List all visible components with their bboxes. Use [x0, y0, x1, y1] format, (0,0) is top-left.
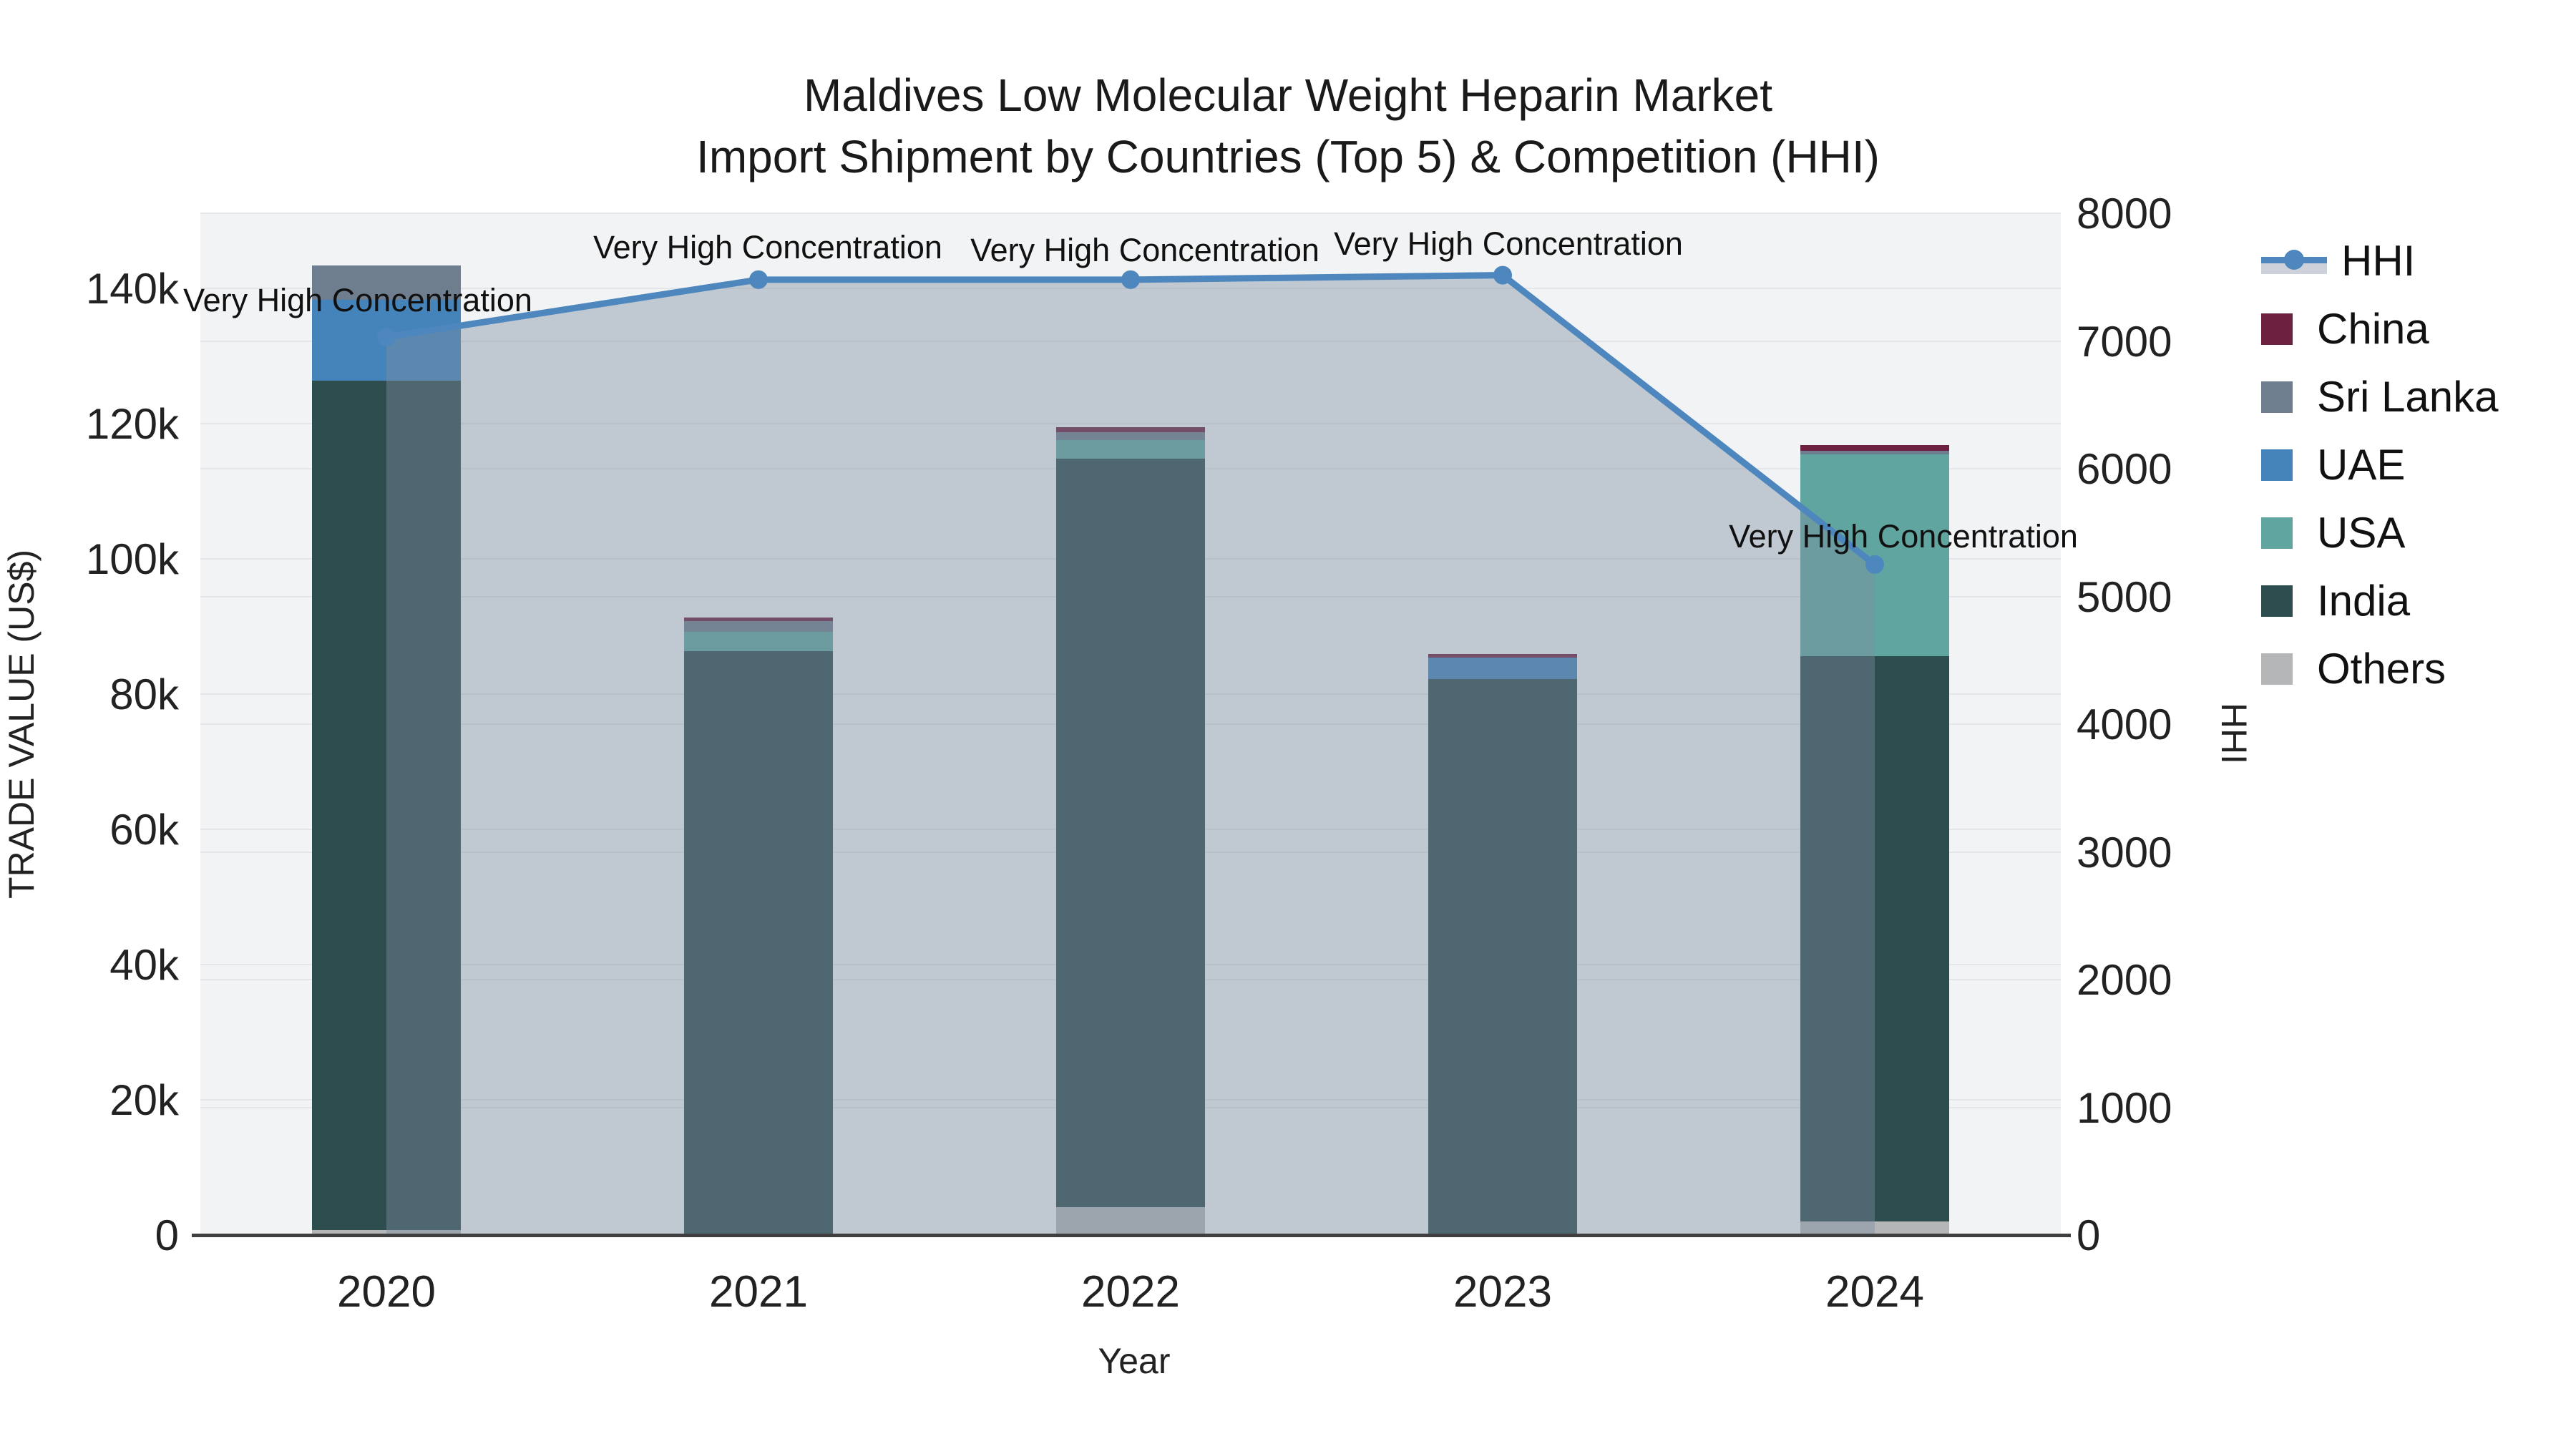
- gridline-trade-120000: [200, 423, 2061, 424]
- legend-label-sri-lanka: Sri Lanka: [2317, 373, 2499, 421]
- bar-segment-india-2021[interactable]: [684, 651, 833, 1235]
- bar-segment-india-2024[interactable]: [1800, 656, 1949, 1222]
- y-right-tick-6000: 6000: [2077, 445, 2172, 493]
- hhi-point-2023[interactable]: [1493, 265, 1512, 285]
- legend-label-china: China: [2317, 305, 2429, 353]
- bar-segment-usa-2021[interactable]: [684, 632, 833, 652]
- y-right-tick-4000: 4000: [2077, 701, 2172, 748]
- bar-segment-india-2023[interactable]: [1428, 679, 1577, 1235]
- bar-segment-india-2020[interactable]: [312, 381, 461, 1231]
- bar-segment-sri-lanka-2021[interactable]: [684, 620, 833, 633]
- legend-swatch-usa: [2261, 517, 2293, 549]
- legend-label-others: Others: [2317, 645, 2446, 693]
- legend-swatch-sri-lanka: [2261, 381, 2293, 413]
- x-axis-line: [192, 1234, 2071, 1237]
- bar-segment-sri-lanka-2020[interactable]: [312, 265, 461, 301]
- hhi-point-2024[interactable]: [1865, 555, 1884, 574]
- y-right-tick-0: 0: [2077, 1211, 2101, 1259]
- bar-segment-china-2022[interactable]: [1056, 427, 1205, 433]
- annotation-2022: Very High Concentration: [970, 232, 1319, 268]
- y-left-tick-40k: 40k: [109, 941, 179, 989]
- x-tick-2021: 2021: [709, 1267, 808, 1317]
- bar-segment-others-2022[interactable]: [1056, 1207, 1205, 1235]
- legend-item-india[interactable]: India: [2261, 576, 2410, 625]
- y-left-tick-20k: 20k: [109, 1076, 179, 1124]
- bar-segment-china-2024[interactable]: [1800, 444, 1949, 452]
- x-axis-title: Year: [1098, 1341, 1171, 1381]
- bar-segment-uae-2023[interactable]: [1428, 658, 1577, 680]
- legend-item-china[interactable]: China: [2261, 304, 2429, 353]
- legend-swatch-others: [2261, 653, 2293, 685]
- legend-label-hhi: HHI: [2341, 237, 2416, 285]
- legend-swatch-india: [2261, 585, 2293, 617]
- legend-label-usa: USA: [2317, 509, 2406, 557]
- x-tick-2022: 2022: [1081, 1267, 1180, 1317]
- legend-label-india: India: [2317, 577, 2411, 625]
- x-tick-2020: 2020: [337, 1267, 436, 1317]
- y-right-tick-1000: 1000: [2077, 1083, 2172, 1132]
- legend-item-sri-lanka[interactable]: Sri Lanka: [2261, 372, 2498, 421]
- y-right-tick-2000: 2000: [2077, 956, 2172, 1004]
- legend-item-uae[interactable]: UAE: [2261, 440, 2405, 489]
- bar-segment-sri-lanka-2024[interactable]: [1800, 451, 1949, 455]
- hhi-point-2022[interactable]: [1121, 270, 1140, 289]
- y-right-tick-3000: 3000: [2077, 828, 2172, 877]
- y-right-axis-title: HHI: [2214, 702, 2254, 765]
- legend-swatch-uae: [2261, 449, 2293, 481]
- y-right-tick-8000: 8000: [2077, 190, 2172, 238]
- chart-title-line2: Import Shipment by Countries (Top 5) & C…: [696, 131, 1880, 182]
- bar-segment-china-2023[interactable]: [1428, 654, 1577, 658]
- gridline-hhi-8000: [200, 213, 2061, 214]
- bar-segment-china-2021[interactable]: [684, 618, 833, 621]
- bar-segment-india-2022[interactable]: [1056, 459, 1205, 1208]
- legend-label-uae: UAE: [2317, 441, 2406, 489]
- y-left-tick-80k: 80k: [109, 670, 179, 718]
- y-left-tick-140k: 140k: [85, 265, 179, 313]
- bar-segment-others-2020[interactable]: [312, 1230, 461, 1235]
- hhi-point-2020[interactable]: [377, 328, 396, 347]
- annotation-2020: Very High Concentration: [183, 282, 532, 318]
- bar-segment-usa-2022[interactable]: [1056, 440, 1205, 459]
- legend-item-hhi[interactable]: HHI: [2261, 236, 2415, 286]
- y-left-tick-100k: 100k: [85, 535, 179, 583]
- hhi-point-2021[interactable]: [749, 270, 768, 289]
- y-right-tick-7000: 7000: [2077, 317, 2172, 366]
- y-left-tick-120k: 120k: [85, 400, 179, 448]
- x-tick-2024: 2024: [1825, 1267, 1924, 1317]
- legend-swatch-china: [2261, 313, 2293, 345]
- legend-item-others[interactable]: Others: [2261, 644, 2446, 693]
- bar-segment-others-2024[interactable]: [1800, 1221, 1949, 1235]
- y-left-tick-60k: 60k: [109, 806, 179, 854]
- legend-item-usa[interactable]: USA: [2261, 508, 2405, 557]
- chart-title-line1: Maldives Low Molecular Weight Heparin Ma…: [803, 69, 1773, 121]
- hhi-line-layer: [377, 265, 1884, 1235]
- hhi-area-fill: [386, 275, 1875, 1235]
- annotation-2024: Very High Concentration: [1729, 518, 2078, 555]
- bar-segment-sri-lanka-2022[interactable]: [1056, 432, 1205, 441]
- annotation-2021: Very High Concentration: [593, 229, 942, 265]
- gridline-hhi-7000: [200, 340, 2061, 342]
- x-tick-2023: 2023: [1453, 1267, 1552, 1317]
- plot-area: [200, 213, 2061, 1235]
- y-right-tick-5000: 5000: [2077, 572, 2172, 621]
- legend-hhi-marker: [2284, 249, 2304, 270]
- y-left-tick-0: 0: [155, 1211, 179, 1259]
- legend-hhi-line-icon: [2261, 245, 2327, 277]
- annotation-2023: Very High Concentration: [1334, 225, 1683, 262]
